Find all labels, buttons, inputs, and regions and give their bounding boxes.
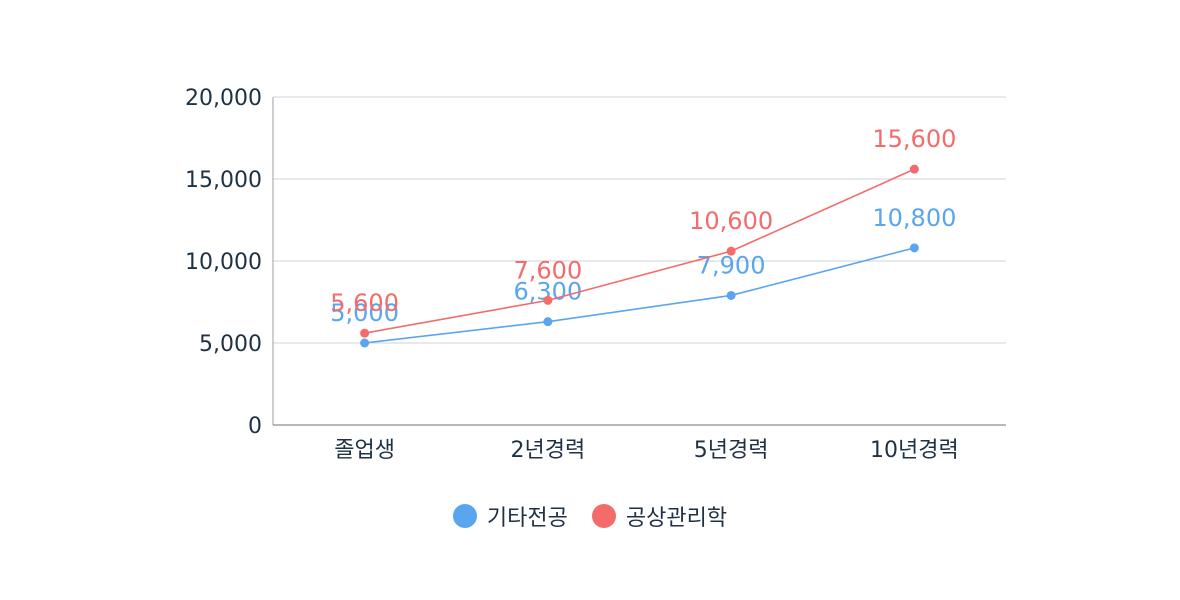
series-line-0 xyxy=(364,247,915,344)
legend-marker-series-0 xyxy=(452,504,477,528)
y-tick-label-3: 15,000 xyxy=(185,168,262,193)
data-point-s0-3[interactable] xyxy=(909,243,919,253)
y-tick-label-2: 10,000 xyxy=(185,250,262,275)
y-tick-label-0: 0 xyxy=(248,414,262,439)
data-label-s0-2: 7,900 xyxy=(697,251,766,279)
data-point-s0-2[interactable] xyxy=(726,290,736,300)
line-chart: 0 5,000 10,000 15,000 20,000 졸업생 2년경력 5년경력 10년경력… xyxy=(185,86,1006,463)
data-point-s1-0[interactable] xyxy=(360,328,370,338)
legend-label-series-1: 공상관리학 xyxy=(625,506,728,531)
data-point-s1-2[interactable] xyxy=(726,246,736,256)
data-label-s1-1: 7,600 xyxy=(514,256,583,284)
legend-item-series-0[interactable]: 기타전공 xyxy=(452,500,568,532)
x-tick-label-1: 2년경력 xyxy=(511,438,586,463)
data-point-s0-1[interactable] xyxy=(543,317,553,327)
data-label-s0-0: 5,000 xyxy=(330,299,399,327)
series-line-1 xyxy=(364,168,915,334)
x-tick-label-3: 10년경력 xyxy=(870,438,959,463)
y-tick-label-1: 5,000 xyxy=(199,332,262,357)
data-point-s0-0[interactable] xyxy=(360,338,370,348)
legend: 기타전공 공상관리학 xyxy=(0,500,1180,532)
data-point-s1-3[interactable] xyxy=(909,164,919,174)
x-tick-label-2: 5년경력 xyxy=(694,438,769,463)
x-tick-label-0: 졸업생 xyxy=(334,438,395,463)
data-label-s1-0: 5,600 xyxy=(330,289,399,317)
legend-item-series-1[interactable]: 공상관리학 xyxy=(591,500,728,532)
data-label-s1-3: 15,600 xyxy=(872,125,956,153)
legend-label-series-0: 기타전공 xyxy=(486,506,568,531)
data-label-s0-3: 10,800 xyxy=(872,204,956,232)
data-label-s1-2: 10,600 xyxy=(689,207,773,235)
data-point-s1-1[interactable] xyxy=(543,295,553,305)
legend-marker-series-1 xyxy=(591,504,616,528)
y-tick-label-4: 20,000 xyxy=(185,86,262,111)
